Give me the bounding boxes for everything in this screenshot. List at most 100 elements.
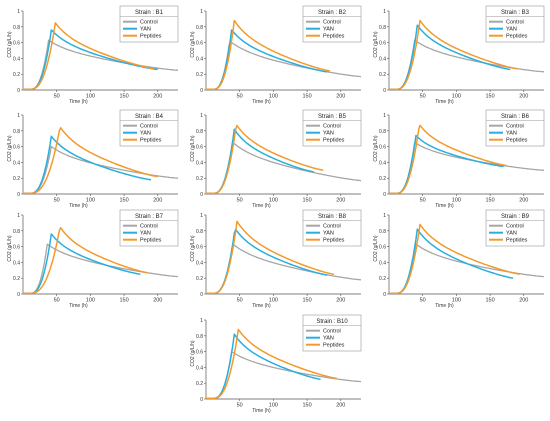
y-axis-label: CO2 (g/L/h) (373, 31, 379, 57)
y-tick-label: 0.4 (196, 365, 203, 371)
y-axis-label: CO2 (g/L/h) (7, 31, 13, 57)
x-axis-label: Time (h) (69, 99, 88, 105)
x-tick-label: 50 (54, 198, 60, 204)
legend-label-yan: YAN (140, 231, 151, 237)
y-tick-label: 0.4 (13, 260, 20, 266)
series-line-control (23, 243, 179, 294)
legend-label-yan: YAN (323, 131, 334, 137)
y-tick-label: 0.6 (13, 145, 20, 151)
y-tick-label: 0 (200, 88, 203, 94)
y-tick-label: 0.8 (196, 129, 203, 135)
legend-label-yan: YAN (323, 336, 334, 342)
series-line-peptides (23, 127, 158, 194)
x-tick-label: 50 (54, 298, 60, 304)
y-tick-label: 0.6 (13, 245, 20, 251)
legend-label-yan: YAN (506, 131, 517, 137)
legend-label-control: Control (140, 124, 158, 130)
series-line-yan (389, 134, 504, 194)
y-tick-label: 0.6 (196, 245, 203, 251)
x-tick-label: 150 (485, 198, 494, 204)
y-tick-label: 0.6 (379, 145, 386, 151)
y-tick-label: 0.2 (379, 72, 386, 78)
y-tick-label: 0 (383, 88, 386, 94)
y-tick-label: 0.4 (379, 160, 386, 166)
y-tick-label: 1 (200, 113, 203, 119)
legend-label-control: Control (323, 224, 341, 230)
x-tick-label: 100 (452, 198, 461, 204)
y-tick-label: 0.8 (196, 25, 203, 31)
x-tick-label: 50 (54, 94, 60, 100)
legend-title: Strain : B4 (135, 114, 164, 120)
x-tick-label: 150 (302, 94, 311, 100)
legend-label-peptides: Peptides (506, 238, 528, 244)
x-axis-label: Time (h) (252, 303, 271, 309)
y-tick-label: 1 (200, 9, 203, 15)
y-tick-label: 1 (383, 213, 386, 219)
x-tick-label: 200 (336, 403, 345, 409)
series-line-yan (389, 228, 514, 294)
y-axis-label: CO2 (g/L/h) (190, 31, 196, 57)
legend-label-control: Control (506, 124, 524, 130)
y-tick-label: 0.6 (13, 41, 20, 47)
x-tick-label: 100 (269, 198, 278, 204)
x-tick-label: 200 (336, 94, 345, 100)
y-tick-label: 1 (200, 213, 203, 219)
series-line-peptides (206, 328, 337, 399)
y-tick-label: 1 (200, 318, 203, 324)
x-tick-label: 50 (237, 198, 243, 204)
series-line-control (23, 145, 179, 194)
legend-title: Strain : B10 (316, 319, 348, 325)
y-tick-label: 0.2 (379, 176, 386, 182)
x-tick-label: 100 (269, 298, 278, 304)
y-tick-label: 0.4 (379, 56, 386, 62)
legend-label-peptides: Peptides (140, 34, 162, 40)
y-tick-label: 0 (17, 292, 20, 298)
y-tick-label: 0.6 (196, 145, 203, 151)
x-tick-label: 150 (302, 198, 311, 204)
y-tick-label: 0 (383, 292, 386, 298)
x-tick-label: 50 (420, 298, 426, 304)
series-line-peptides (23, 22, 154, 90)
x-tick-label: 150 (302, 403, 311, 409)
legend-label-peptides: Peptides (323, 343, 345, 349)
legend-label-yan: YAN (323, 27, 334, 33)
x-tick-label: 50 (237, 403, 243, 409)
y-tick-label: 0.8 (379, 25, 386, 31)
legend-title: Strain : B8 (318, 214, 347, 220)
x-tick-label: 50 (420, 94, 426, 100)
y-tick-label: 0.8 (13, 25, 20, 31)
y-tick-label: 0.8 (13, 229, 20, 235)
x-axis-label: Time (h) (69, 203, 88, 209)
x-axis-label: Time (h) (435, 303, 454, 309)
x-tick-label: 200 (336, 198, 345, 204)
legend-label-control: Control (140, 20, 158, 26)
x-tick-label: 100 (269, 94, 278, 100)
series-line-yan (23, 29, 158, 90)
y-tick-label: 0.6 (196, 41, 203, 47)
legend-title: Strain : B7 (135, 214, 164, 220)
x-tick-label: 200 (153, 94, 162, 100)
legend-label-yan: YAN (140, 27, 151, 33)
legend-label-control: Control (323, 20, 341, 26)
x-axis-label: Time (h) (252, 408, 271, 414)
y-tick-label: 0.4 (13, 56, 20, 62)
x-tick-label: 150 (119, 94, 128, 100)
y-axis-label: CO2 (g/L/h) (7, 135, 13, 161)
y-tick-label: 0.2 (13, 72, 20, 78)
y-axis-label: CO2 (g/L/h) (7, 235, 13, 261)
y-tick-label: 0 (383, 192, 386, 198)
legend-label-peptides: Peptides (323, 138, 345, 144)
series-line-peptides (206, 19, 331, 90)
y-tick-label: 0.6 (196, 350, 203, 356)
